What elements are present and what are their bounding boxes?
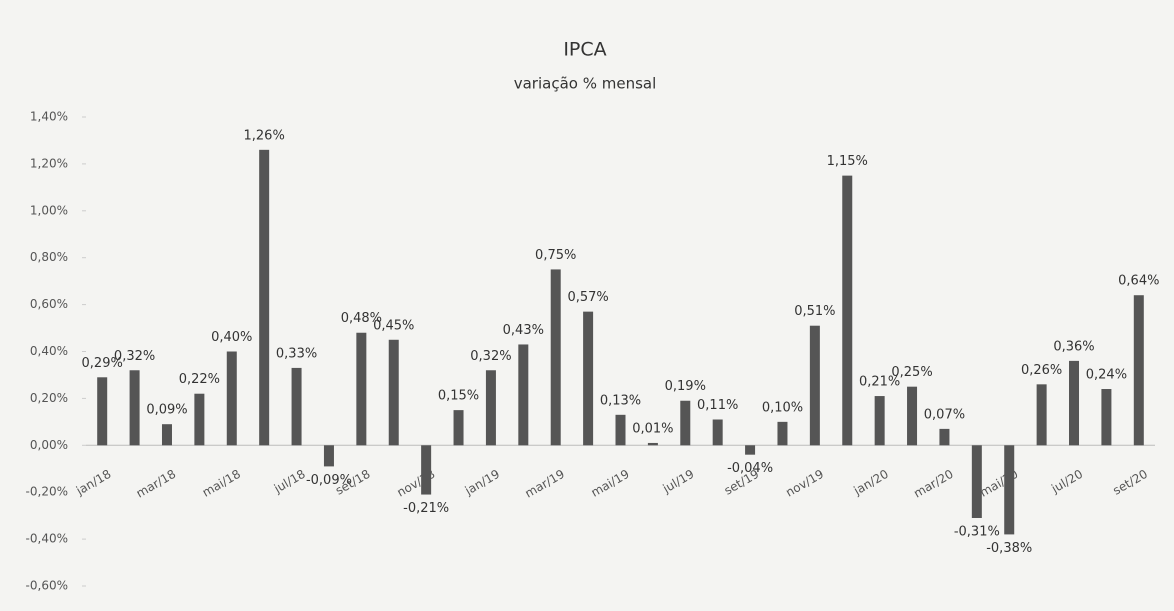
y-tick-label: 1,00% — [30, 203, 68, 217]
data-label: 0,36% — [1053, 339, 1094, 354]
data-label: 0,22% — [179, 372, 220, 387]
data-label: -0,31% — [954, 524, 1000, 539]
x-tick-label: mar/20 — [911, 467, 955, 501]
data-label: 1,26% — [244, 128, 285, 143]
x-tick-label: set/20 — [1110, 467, 1150, 498]
y-tick-label: 1,20% — [30, 156, 68, 170]
bar — [647, 442, 658, 446]
bar — [680, 400, 691, 446]
bar — [615, 414, 626, 446]
bar — [485, 370, 496, 446]
data-label: 0,75% — [535, 248, 576, 263]
bar — [226, 351, 237, 446]
bar — [453, 410, 464, 446]
x-tick-label: set/18 — [333, 467, 373, 498]
bar — [809, 325, 820, 446]
bar — [291, 367, 302, 446]
data-label: 0,32% — [470, 349, 511, 364]
data-label: 0,24% — [1086, 368, 1127, 383]
bar — [259, 149, 270, 446]
bar — [1101, 389, 1112, 446]
y-tick-label: 0,80% — [30, 250, 68, 264]
x-tick-label: mar/18 — [134, 467, 178, 501]
x-tick-label: jul/18 — [271, 467, 308, 496]
bar — [1036, 384, 1047, 446]
data-label: 0,43% — [503, 323, 544, 338]
y-tick-label: 0,00% — [30, 438, 68, 452]
x-tick-label: jan/19 — [462, 467, 502, 498]
bar — [842, 175, 853, 446]
data-label: 0,51% — [794, 304, 835, 319]
bar — [518, 344, 529, 446]
data-label: 0,09% — [146, 403, 187, 418]
x-tick-label: nov/19 — [783, 467, 826, 500]
bar — [939, 428, 950, 446]
bar — [323, 445, 334, 467]
data-label: 0,33% — [276, 346, 317, 361]
data-label: 0,07% — [924, 407, 965, 422]
data-label: 0,19% — [665, 379, 706, 394]
bar — [907, 386, 918, 446]
bar — [777, 421, 788, 446]
bar — [1133, 295, 1144, 446]
data-label: 0,45% — [373, 318, 414, 333]
y-tick-label: 0,60% — [30, 297, 68, 311]
bar — [1004, 445, 1015, 535]
y-tick-label: -0,60% — [26, 579, 68, 593]
data-label: 0,25% — [891, 365, 932, 380]
data-label: -0,21% — [403, 501, 449, 516]
x-tick-label: mar/19 — [522, 467, 566, 501]
bar — [1069, 360, 1080, 446]
data-label: 0,57% — [567, 290, 608, 305]
data-label: 0,15% — [438, 389, 479, 404]
data-label: 0,21% — [859, 375, 900, 390]
y-tick-label: 1,40% — [30, 110, 68, 124]
bar — [161, 424, 172, 446]
bar — [97, 377, 108, 446]
data-label: 0,10% — [762, 400, 803, 415]
bar — [712, 419, 723, 446]
x-tick-label: jan/18 — [73, 467, 113, 498]
bar — [194, 393, 205, 446]
y-tick-label: -0,40% — [26, 532, 68, 546]
data-label: -0,38% — [986, 541, 1032, 556]
data-label: 0,01% — [632, 421, 673, 436]
chart-subtitle: variação % mensal — [514, 75, 657, 93]
bar — [129, 370, 140, 446]
data-label: 0,32% — [114, 349, 155, 364]
bar — [874, 396, 885, 446]
data-label: 0,29% — [82, 356, 123, 371]
data-label: 0,11% — [697, 398, 738, 413]
y-tick-label: 0,20% — [30, 391, 68, 405]
bar — [356, 332, 367, 446]
x-tick-label: jul/20 — [1048, 467, 1085, 496]
bar — [583, 311, 594, 446]
data-label: 0,40% — [211, 330, 252, 345]
x-tick-label: jul/19 — [660, 467, 697, 496]
bar — [745, 445, 756, 455]
data-label: 0,13% — [600, 393, 641, 408]
bar — [971, 445, 982, 518]
data-label: 0,48% — [341, 311, 382, 326]
data-label: 0,64% — [1118, 274, 1159, 289]
chart-title: IPCA — [563, 39, 606, 61]
x-tick-label: mai/19 — [589, 467, 632, 500]
bar — [388, 339, 399, 446]
bar — [421, 445, 432, 495]
data-label: 0,26% — [1021, 363, 1062, 378]
y-tick-label: -0,20% — [26, 485, 68, 499]
y-tick-label: 0,40% — [30, 344, 68, 358]
x-tick-label: mai/18 — [200, 467, 243, 500]
data-label: 1,15% — [827, 154, 868, 169]
bar — [550, 269, 561, 446]
data-label: -0,09% — [306, 473, 352, 488]
x-tick-label: jan/20 — [850, 467, 890, 498]
data-label: -0,04% — [727, 461, 773, 476]
